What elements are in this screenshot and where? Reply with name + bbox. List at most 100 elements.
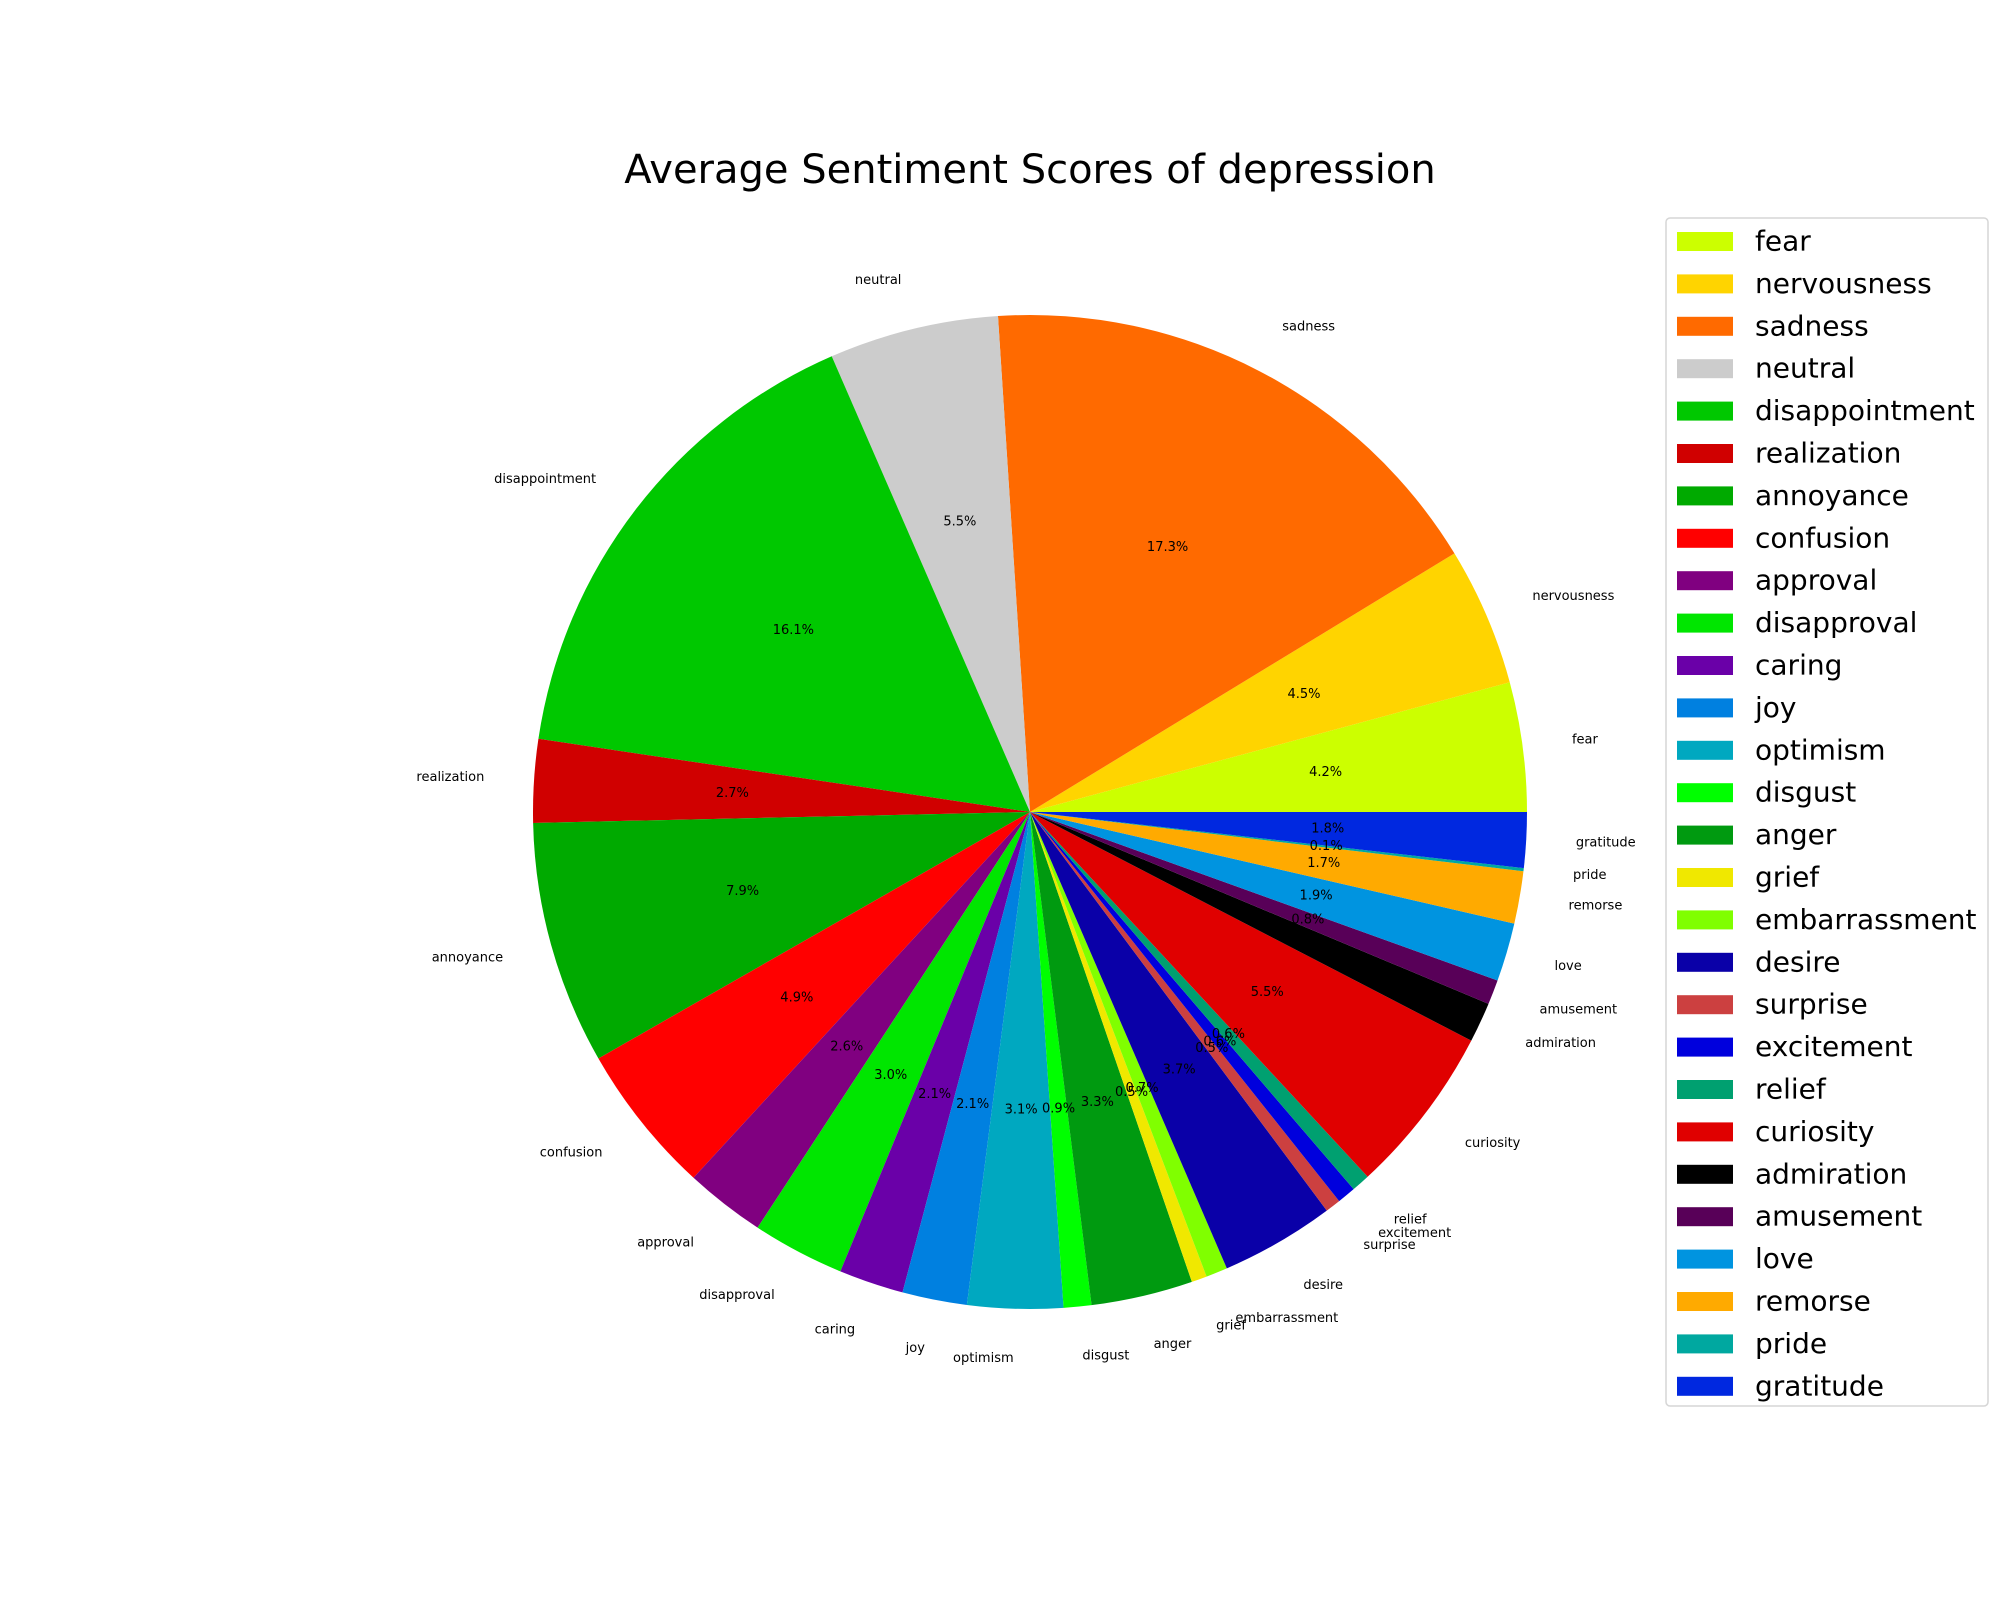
category-label-neutral: neutral <box>855 273 902 288</box>
pie-slice-nervousness <box>1030 553 1510 812</box>
legend-swatch-confusion <box>1677 528 1733 548</box>
pct-label-amusement: 0.8% <box>1291 913 1324 928</box>
pct-label-optimism: 3.1% <box>1005 1103 1038 1118</box>
pct-label-sadness: 17.3% <box>1147 540 1188 555</box>
pct-label-love: 1.9% <box>1300 889 1333 904</box>
pct-label-admiration: 1.3% <box>1284 931 1317 946</box>
legend-label-optimism: optimism <box>1755 733 1886 766</box>
pct-label-curiosity: 5.5% <box>1251 985 1284 1000</box>
pie-slice-amusement <box>1030 812 1498 1004</box>
legend-swatch-surprise <box>1677 995 1733 1015</box>
legend-swatch-disapproval <box>1677 613 1733 633</box>
legend-swatch-amusement <box>1677 1207 1733 1227</box>
pct-label-joy: 2.1% <box>956 1097 989 1112</box>
legend-label-confusion: confusion <box>1755 521 1890 554</box>
legend-swatch-annoyance <box>1677 486 1733 506</box>
pct-label-approval: 2.6% <box>830 1040 863 1055</box>
pie-slice-sadness <box>997 315 1455 812</box>
legend-swatch-desire <box>1677 952 1733 972</box>
category-label-desire: desire <box>1303 1278 1343 1293</box>
category-label-nervousness: nervousness <box>1532 589 1614 604</box>
pct-label-gratitude: 1.8% <box>1311 821 1344 836</box>
legend-label-admiration: admiration <box>1755 1157 1907 1190</box>
category-label-optimism: optimism <box>953 1351 1014 1366</box>
legend-label-excitement: excitement <box>1755 1030 1912 1063</box>
legend-swatch-sadness <box>1677 316 1733 336</box>
category-label-confusion: confusion <box>540 1145 603 1160</box>
pct-label-surprise: 0.5% <box>1195 1041 1228 1056</box>
pie-slices <box>533 315 1527 1309</box>
category-label-caring: caring <box>815 1322 856 1337</box>
pie-slice-realization <box>533 738 1030 823</box>
legend-swatch-neutral <box>1677 359 1733 379</box>
pie-slice-admiration <box>1030 812 1489 1041</box>
legend-label-pride: pride <box>1755 1327 1827 1360</box>
category-label-anger: anger <box>1154 1337 1192 1352</box>
pie-slice-disgust <box>1030 812 1092 1308</box>
legend-label-amusement: amusement <box>1755 1200 1922 1233</box>
pct-label-annoyance: 7.9% <box>726 884 759 899</box>
legend-swatch-nervousness <box>1677 274 1733 294</box>
category-label-remorse: remorse <box>1569 899 1623 914</box>
pie-slice-surprise <box>1030 812 1340 1211</box>
pie-slice-joy <box>902 812 1030 1305</box>
legend-swatch-disappointment <box>1677 401 1733 421</box>
legend-label-approval: approval <box>1755 564 1877 597</box>
legend-frame <box>1665 217 1989 1407</box>
category-label-annoyance: annoyance <box>432 951 503 966</box>
category-label-disapproval: disapproval <box>699 1288 774 1303</box>
legend-label-sadness: sadness <box>1755 309 1869 342</box>
pct-label-relief: 0.6% <box>1212 1027 1245 1042</box>
pie-slice-curiosity <box>1030 812 1472 1177</box>
category-labels: fear nervousness sadness neutral disappointm… <box>416 273 1635 1366</box>
pie-slice-relief <box>1030 812 1368 1190</box>
pct-label-caring: 2.1% <box>918 1087 951 1102</box>
pie-slice-anger <box>1030 812 1192 1306</box>
pie-slice-pride <box>1030 812 1524 872</box>
legend-swatch-fear <box>1677 232 1733 251</box>
pct-label-remorse: 1.7% <box>1307 856 1340 871</box>
pct-label-embarrassment: 0.7% <box>1126 1081 1159 1096</box>
legend-label-nervousness: nervousness <box>1755 267 1932 300</box>
pie-slice-love <box>1030 812 1515 981</box>
category-label-admiration: admiration <box>1525 1036 1596 1051</box>
legend-swatch-approval <box>1677 571 1733 591</box>
legend-swatch-pride <box>1677 1334 1733 1354</box>
pie-slice-annoyance <box>533 812 1030 1059</box>
category-label-approval: approval <box>637 1236 694 1251</box>
pct-label-nervousness: 4.5% <box>1287 687 1320 702</box>
pie-slice-caring <box>840 812 1030 1293</box>
legend-label-disapproval: disapproval <box>1755 606 1917 639</box>
legend-swatch-admiration <box>1677 1164 1733 1184</box>
pct-label-disappointment: 16.1% <box>773 623 814 638</box>
category-label-pride: pride <box>1573 868 1606 883</box>
legend-label-anger: anger <box>1755 818 1837 851</box>
pct-label-disapproval: 3.0% <box>874 1068 907 1083</box>
pie-slice-embarrassment <box>1030 812 1227 1277</box>
legend-label-surprise: surprise <box>1755 988 1868 1021</box>
legend-swatch-embarrassment <box>1677 910 1733 930</box>
legend-items: fear nervousness sadness neutral disappointm… <box>1677 225 1977 1402</box>
pct-label-disgust: 0.9% <box>1042 1101 1075 1116</box>
legend-swatch-gratitude <box>1677 1376 1733 1396</box>
chart-title: Average Sentiment Scores of depression <box>624 147 1435 193</box>
percent-labels: 4.2% 4.5% 17.3% 5.5% 16.1% 2.7% 7.9% 4.9% 2.6% 3.… <box>716 515 1344 1118</box>
pie-slice-remorse <box>1030 812 1524 924</box>
legend-swatch-anger <box>1677 825 1733 845</box>
pie-slice-desire <box>1030 812 1327 1269</box>
category-label-embarrassment: embarrassment <box>1235 1311 1338 1326</box>
category-label-excitement: excitement <box>1378 1226 1451 1241</box>
pie-slice-neutral <box>831 316 1030 812</box>
pie-slice-approval <box>693 812 1030 1228</box>
legend-label-desire: desire <box>1755 945 1841 978</box>
pct-label-realization: 2.7% <box>716 786 749 801</box>
category-label-surprise: surprise <box>1363 1238 1415 1253</box>
legend-label-relief: relief <box>1755 1073 1827 1106</box>
pct-label-neutral: 5.5% <box>943 515 976 530</box>
legend-label-disappointment: disappointment <box>1755 394 1975 427</box>
legend-label-realization: realization <box>1755 437 1901 470</box>
legend-swatch-relief <box>1677 1080 1733 1099</box>
legend: fear nervousness sadness neutral disappointm… <box>1665 217 1989 1407</box>
category-label-relief: relief <box>1394 1213 1427 1228</box>
